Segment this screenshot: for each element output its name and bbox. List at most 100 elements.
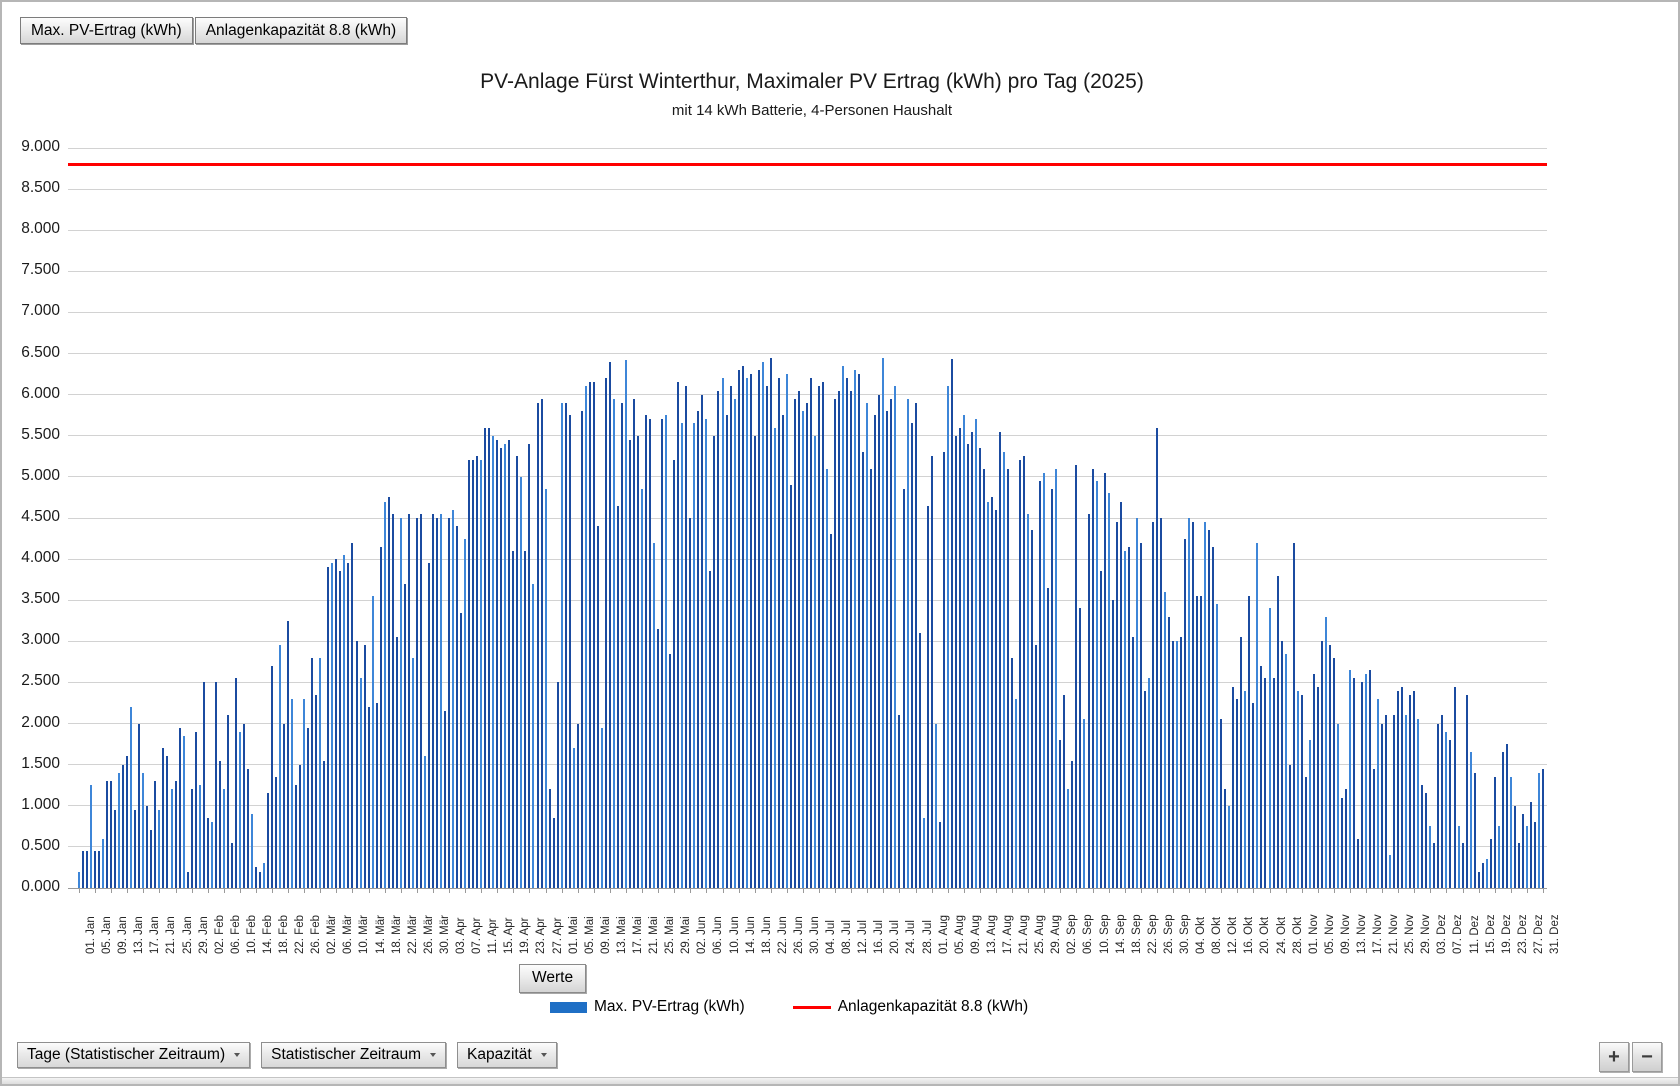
zoom-in-button[interactable]: + — [1599, 1042, 1629, 1072]
bar[interactable] — [1389, 855, 1392, 888]
bar[interactable] — [1264, 678, 1267, 888]
bar[interactable] — [741, 365, 744, 888]
bar[interactable] — [1260, 666, 1263, 888]
bar[interactable] — [797, 390, 800, 888]
bar[interactable] — [238, 731, 241, 888]
bar[interactable] — [978, 448, 981, 888]
bar[interactable] — [343, 555, 346, 888]
bar[interactable] — [1135, 518, 1138, 888]
bar[interactable] — [544, 489, 547, 888]
bar[interactable] — [721, 378, 724, 888]
bar[interactable] — [226, 715, 229, 888]
bar[interactable] — [753, 435, 756, 888]
bar[interactable] — [130, 707, 133, 888]
bar[interactable] — [371, 596, 374, 888]
bar[interactable] — [194, 731, 197, 888]
bar[interactable] — [560, 402, 563, 888]
bar[interactable] — [950, 359, 953, 888]
bar[interactable] — [379, 546, 382, 888]
bar[interactable] — [1228, 805, 1231, 888]
bar[interactable] — [564, 402, 567, 888]
bar[interactable] — [347, 563, 350, 888]
bar[interactable] — [600, 727, 603, 888]
bar[interactable] — [480, 460, 483, 888]
bar[interactable] — [1352, 678, 1355, 888]
bar[interactable] — [98, 851, 101, 888]
bar[interactable] — [1268, 608, 1271, 888]
bar[interactable] — [1075, 464, 1078, 888]
bar[interactable] — [162, 748, 165, 888]
bar[interactable] — [1437, 723, 1440, 888]
bar[interactable] — [1401, 686, 1404, 888]
bar[interactable] — [765, 386, 768, 888]
bar[interactable] — [1497, 826, 1500, 888]
bar[interactable] — [1469, 752, 1472, 888]
bar[interactable] — [158, 809, 161, 888]
bar[interactable] — [1304, 777, 1307, 888]
bar[interactable] — [1159, 518, 1162, 888]
bar[interactable] — [1216, 604, 1219, 888]
bar[interactable] — [729, 386, 732, 888]
bar[interactable] — [532, 583, 535, 888]
bar[interactable] — [1521, 814, 1524, 888]
bar[interactable] — [1441, 715, 1444, 888]
bar[interactable] — [206, 818, 209, 888]
bar[interactable] — [745, 378, 748, 888]
bar[interactable] — [283, 723, 286, 888]
bar[interactable] — [444, 711, 446, 888]
bar[interactable] — [1501, 752, 1504, 888]
bar[interactable] — [1047, 587, 1050, 888]
bar[interactable] — [1087, 513, 1090, 888]
bar[interactable] — [1300, 694, 1303, 888]
bar[interactable] — [588, 382, 591, 888]
bar[interactable] — [1481, 863, 1484, 888]
bar[interactable] — [693, 423, 696, 888]
bar[interactable] — [339, 571, 342, 888]
bar[interactable] — [596, 526, 599, 888]
bar[interactable] — [1369, 670, 1372, 888]
bar[interactable] — [106, 781, 109, 888]
tab-max-pv-ertrag[interactable]: Max. PV-Ertrag (kWh) — [20, 17, 193, 44]
bar[interactable] — [850, 390, 853, 888]
bar[interactable] — [407, 513, 410, 888]
bar[interactable] — [295, 785, 298, 888]
bar[interactable] — [1344, 789, 1347, 888]
bar[interactable] — [942, 452, 945, 888]
bar[interactable] — [1296, 690, 1299, 888]
bar[interactable] — [1091, 468, 1094, 888]
bar[interactable] — [1449, 740, 1452, 888]
bar[interactable] — [1055, 468, 1058, 888]
bar[interactable] — [234, 678, 237, 888]
bar[interactable] — [1163, 592, 1166, 888]
bar[interactable] — [616, 505, 619, 888]
bar[interactable] — [645, 415, 648, 888]
bar[interactable] — [1320, 641, 1323, 888]
bar[interactable] — [250, 814, 253, 888]
bar[interactable] — [793, 398, 796, 888]
bar[interactable] — [862, 452, 865, 888]
bar[interactable] — [102, 838, 105, 888]
bar[interactable] — [1425, 793, 1428, 888]
bar[interactable] — [830, 534, 833, 888]
bar[interactable] — [624, 360, 627, 888]
bar[interactable] — [918, 633, 921, 888]
button-tage-statistischer-zeitraum[interactable]: Tage (Statistischer Zeitraum) — [17, 1042, 251, 1068]
bar[interactable] — [568, 415, 571, 888]
bar[interactable] — [512, 550, 515, 888]
bar[interactable] — [86, 851, 89, 888]
bar[interactable] — [789, 485, 792, 888]
bar[interactable] — [785, 374, 788, 888]
bar[interactable] — [930, 456, 933, 888]
bar[interactable] — [254, 867, 257, 888]
bar[interactable] — [263, 863, 265, 888]
bar[interactable] — [399, 518, 402, 888]
bar[interactable] — [1083, 719, 1086, 888]
bar[interactable] — [1248, 596, 1251, 888]
bar[interactable] — [637, 435, 640, 888]
button-statistischer-zeitraum[interactable]: Statistischer Zeitraum — [261, 1042, 447, 1068]
bar[interactable] — [1043, 472, 1046, 888]
bar[interactable] — [1103, 472, 1106, 888]
bar[interactable] — [974, 419, 977, 888]
bar[interactable] — [641, 489, 644, 888]
bar[interactable] — [858, 374, 861, 888]
